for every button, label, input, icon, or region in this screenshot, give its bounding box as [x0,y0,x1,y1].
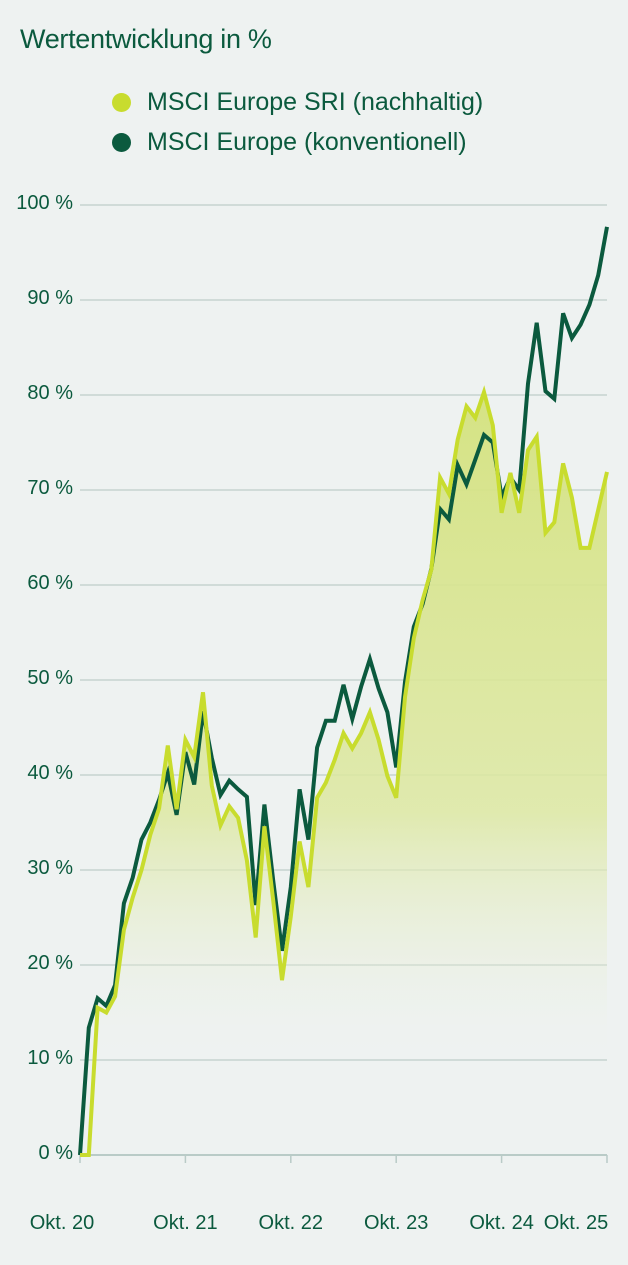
legend: MSCI Europe SRI (nachhaltig) MSCI Europe… [112,82,483,162]
conventional-line [78,226,609,1156]
y-tick-label: 20 % [27,952,73,974]
legend-label-sri: MSCI Europe SRI (nachhaltig) [147,87,484,116]
legend-item-conventional: MSCI Europe (konventionell) [112,122,483,162]
legend-item-sri: MSCI Europe SRI (nachhaltig) [112,82,483,122]
x-tick-label: Okt. 24 [469,1212,534,1234]
x-tick-label: Okt. 23 [363,1212,429,1234]
x-tick-label: Okt. 21 [153,1212,218,1234]
sri-line [80,385,609,1157]
y-tick-label: 50 % [27,667,73,689]
x-tick-label: Okt. 25 [543,1212,609,1234]
chart-title: Wertentwicklung in % [20,24,272,54]
y-tick-label: 10 % [27,1047,73,1069]
x-axis [79,1154,608,1163]
legend-dot-conventional-icon [112,132,131,152]
y-tick-label: 40 % [27,762,73,784]
sri-area [80,392,607,1155]
x-tick-label: Okt. 22 [258,1212,324,1234]
y-tick-label: 30 % [27,857,73,879]
y-tick-label: 70 % [27,477,73,499]
y-tick-label: 100 % [16,192,73,214]
x-tick-label: Okt. 20 [29,1212,95,1234]
y-tick-label: 90 % [27,287,73,309]
y-tick-label: 0 % [38,1142,73,1164]
y-tick-label: 60 % [27,572,73,594]
y-tick-label: 80 % [27,382,73,404]
legend-dot-sri-icon [112,92,131,112]
legend-label-conventional: MSCI Europe (konventionell) [147,127,467,156]
